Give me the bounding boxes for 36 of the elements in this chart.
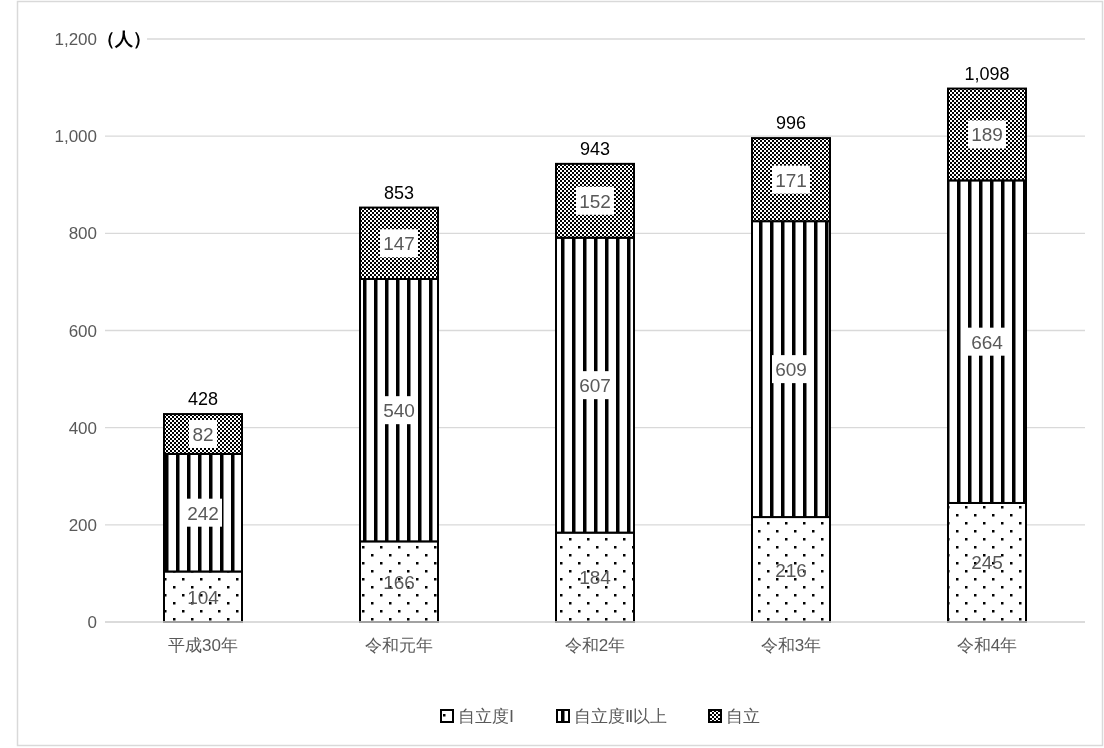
data-label: 242: [187, 502, 219, 524]
x-tick-label: 令和元年: [365, 636, 433, 655]
data-label: 189: [971, 124, 1003, 146]
total-label: 996: [775, 113, 807, 134]
total-label: 943: [579, 138, 611, 159]
y-tick-label: 0: [87, 613, 97, 632]
y-tick-label: 800: [68, 224, 97, 244]
data-label: 607: [579, 375, 611, 397]
data-label: 216: [775, 559, 807, 581]
data-label: 245: [971, 552, 1003, 574]
data-label: 664: [971, 331, 1004, 353]
data-label: 104: [187, 586, 220, 608]
y-axis-title: （人）: [97, 29, 151, 49]
legend-label: 自立度Ⅱ以上: [574, 707, 667, 726]
x-tick-label: 令和3年: [760, 636, 822, 655]
data-label: 540: [383, 400, 415, 422]
y-tick-label: 1,000: [54, 127, 97, 147]
data-label: 82: [192, 423, 214, 445]
x-tick-label: 令和2年: [564, 636, 626, 655]
data-label: 152: [579, 190, 611, 212]
data-label: 171: [775, 169, 807, 191]
legend-label: 自立度Ⅰ: [458, 707, 514, 726]
x-tick-label: 令和4年: [956, 636, 1018, 655]
data-label: 147: [383, 233, 415, 255]
data-label: 166: [383, 571, 415, 593]
data-label: 609: [775, 359, 807, 381]
total-label: 428: [187, 389, 219, 410]
y-tick-label: 200: [68, 515, 97, 535]
y-tick-label: 400: [68, 418, 97, 438]
y-tick-label: 1,200: [54, 30, 97, 49]
total-label: 853: [383, 182, 415, 203]
x-tick-label: 平成30年: [168, 636, 238, 655]
y-tick-label: 600: [68, 321, 97, 341]
total-label: 1,098: [964, 63, 1010, 84]
data-label: 184: [579, 567, 612, 589]
legend-label: 自立: [726, 707, 760, 726]
